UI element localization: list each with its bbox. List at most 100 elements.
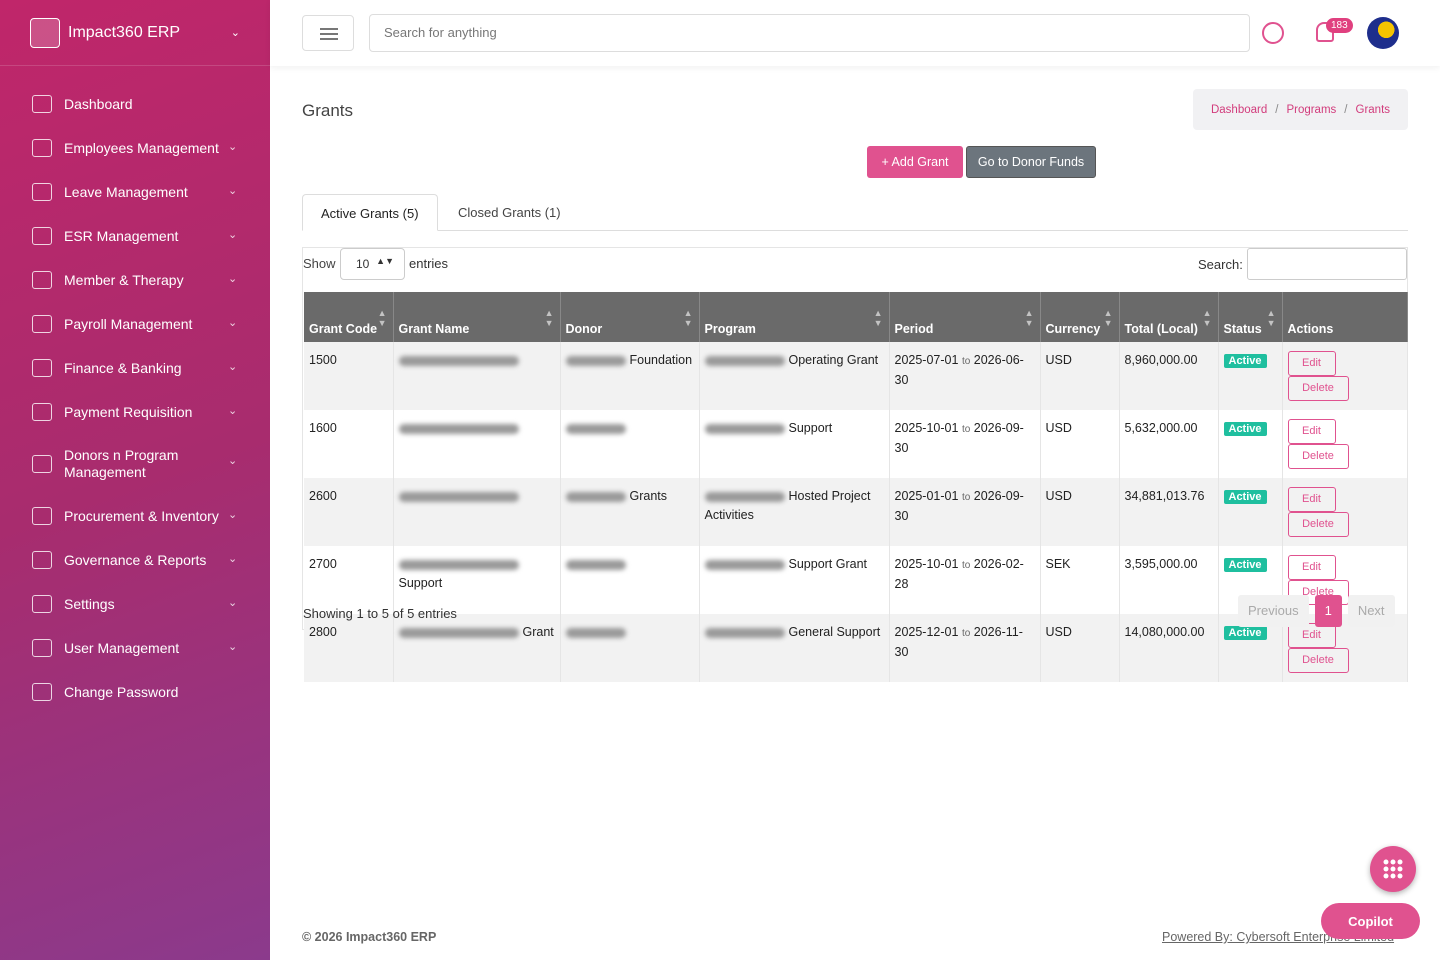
column-header[interactable]: Donor ▲ ▼ [560,292,700,342]
cell: Operating Grant [699,342,890,410]
grant-row: 1500 Foundation Operating Grant 2025-07-01 … [304,342,1408,410]
column-header[interactable]: Period ▲ ▼ [889,292,1041,342]
menu-item[interactable]: Finance & Banking ⌄ [0,346,270,390]
brand[interactable]: Impact360 ERP ⌄ [0,0,270,66]
menu-item[interactable]: Member & Therapy ⌄ [0,258,270,302]
cell: 2025-10-01 to 2026-02-28 [889,546,1041,614]
menu-item[interactable]: User Management ⌄ [0,626,270,670]
edit-button[interactable]: Edit [1287,487,1336,512]
apps-button[interactable] [1370,846,1416,892]
menu-item[interactable]: Donors n Program Management ⌄ [0,434,270,494]
chevron: ⌄ [228,553,238,565]
menu-item[interactable]: Settings ⌄ [0,582,270,626]
column-header[interactable]: Total (Local) ▲ ▼ [1119,292,1219,342]
cell-text: USD [1045,421,1072,435]
menu-item[interactable]: Leave Management ⌄ [0,170,270,214]
menu-label: Finance & Banking [64,359,182,376]
cell: EditDelete [1282,342,1408,410]
column-header[interactable]: Program ▲ ▼ [699,292,890,342]
column-header[interactable]: Status ▲ ▼ [1218,292,1283,342]
page-length-select[interactable]: 10 ▲▼ [340,248,405,280]
page-button[interactable]: 1 [1314,595,1342,627]
delete-button[interactable]: Delete [1287,648,1349,673]
cell [560,614,700,682]
menu-label: Governance & Reports [64,551,207,568]
delete-button[interactable]: Delete [1287,376,1349,401]
edit-button[interactable]: Edit [1287,351,1336,376]
breadcrumb-link[interactable]: Dashboard [1210,103,1268,116]
menu-label: Payment Requisition [64,403,193,420]
menu-item[interactable]: Employees Management ⌄ [0,126,270,170]
menu-label: Donors n Program Management [64,447,179,480]
delete-button[interactable]: Delete [1287,444,1349,469]
menu-icon [32,595,52,613]
redacted [565,491,626,502]
chevron: ⌄ [228,229,238,241]
cell: Foundation [560,342,700,410]
cell-text: USD [1045,353,1072,367]
menu-item[interactable]: ESR Management ⌄ [0,214,270,258]
column-header[interactable]: Currency ▲ ▼ [1040,292,1120,342]
settings-icon[interactable] [1262,22,1284,44]
logo [30,17,60,48]
cell-text: USD [1045,625,1072,639]
page-button[interactable]: Next [1347,595,1395,627]
column-header[interactable]: Grant Name ▲ ▼ [393,292,561,342]
pagination: Previous 1 Next [1238,595,1395,627]
menu-icon [32,639,52,657]
edit-button[interactable]: Edit [1287,555,1336,580]
cell: Active [1218,478,1283,546]
cell-text: 2700 [309,557,337,571]
cell: 1500 [304,342,394,410]
menu-toggle[interactable] [302,15,354,51]
period-start: 2025-01-01 [894,489,959,503]
cell: EditDelete [1282,410,1408,478]
cell-text: USD [1045,489,1072,503]
cell-text: 14,080,000.00 [1124,625,1205,639]
menu-icon [32,183,52,201]
page-button[interactable]: Previous [1238,595,1309,627]
period-start: 2025-10-01 [894,421,959,435]
cell-text: Hosted Project Activities [704,489,871,522]
search-input[interactable]: Search for anything [369,14,1250,52]
tab[interactable]: Closed Grants (1) [458,205,561,220]
tab[interactable]: Active Grants (5) [302,194,438,231]
sort-icon: ▲ ▼ [1266,308,1276,328]
chevron: ⌄ [228,317,238,329]
donor-funds-button[interactable]: Go to Donor Funds [966,146,1096,178]
sort-icon: ▲ ▼ [1024,308,1034,328]
entries-label: entries [409,256,449,271]
delete-button[interactable]: Delete [1287,512,1349,537]
menu-label: User Management [64,639,180,656]
table-search[interactable] [1247,248,1407,280]
menu-item[interactable]: Change Password [0,670,270,714]
status-badge: Active [1223,626,1267,640]
menu-label: Dashboard [64,95,133,112]
menu-item[interactable]: Payroll Management ⌄ [0,302,270,346]
cell [560,410,700,478]
copilot-button[interactable]: Copilot [1321,903,1420,939]
menu-item[interactable]: Procurement & Inventory ⌄ [0,494,270,538]
status-badge: Active [1223,558,1267,572]
cell: 2025-01-01 to 2026-09-30 [889,478,1041,546]
cell: 3,595,000.00 [1119,546,1219,614]
menu-item[interactable]: Governance & Reports ⌄ [0,538,270,582]
tabs: Active Grants (5) Closed Grants (1) [302,194,1408,231]
table-info: Showing 1 to 5 of 5 entries [303,606,457,621]
cell: 2025-10-01 to 2026-09-30 [889,410,1041,478]
period-end: 2026-09-30 [894,421,1024,455]
edit-button[interactable]: Edit [1287,419,1336,444]
cell-text: 3,595,000.00 [1124,557,1198,571]
menu-item[interactable]: Dashboard [0,82,270,126]
add-grant-button[interactable]: + Add Grant [867,146,963,178]
chevron: ⌄ [230,27,240,39]
menu-item[interactable]: Payment Requisition ⌄ [0,390,270,434]
cell: USD [1040,342,1120,410]
avatar[interactable] [1367,17,1399,49]
breadcrumb-link[interactable]: Programs [1286,103,1337,116]
menu-icon [32,551,52,569]
cell-text: General Support [788,625,881,639]
cell: Grants [560,478,700,546]
cell: Active [1218,342,1283,410]
column-header[interactable]: Grant Code ▲ ▼ [304,292,394,342]
